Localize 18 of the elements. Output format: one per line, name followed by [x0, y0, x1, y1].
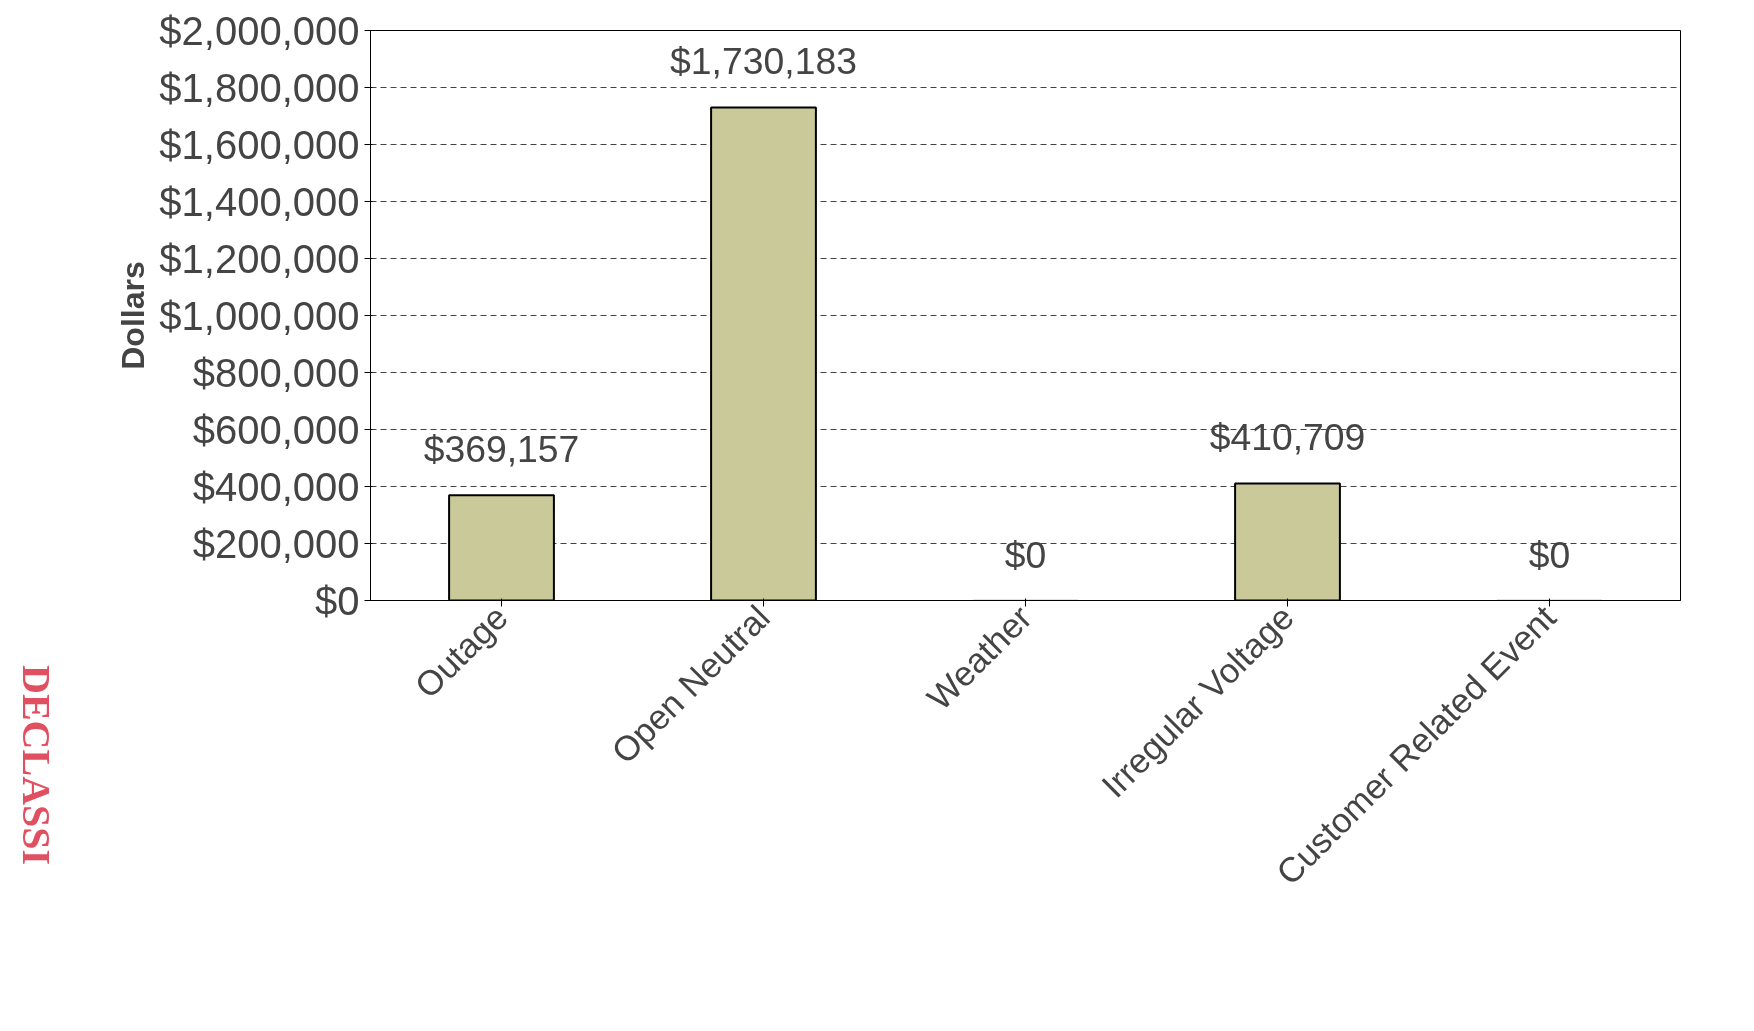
- data-label: $369,157: [423, 428, 580, 471]
- y-tick-label: $1,600,000: [159, 122, 360, 167]
- y-tick-label: $1,400,000: [159, 179, 360, 224]
- y-tick-label: $200,000: [192, 521, 360, 566]
- y-tick-label: $2,000,000: [159, 8, 360, 53]
- data-label: $410,709: [1209, 416, 1366, 459]
- data-label: $0: [1004, 533, 1047, 576]
- y-tick-label: $1,800,000: [159, 65, 360, 110]
- y-tick-label: $800,000: [192, 350, 360, 395]
- y-tick-label: $1,200,000: [159, 236, 360, 281]
- y-tick-label: $400,000: [192, 464, 360, 509]
- y-tick-label: $600,000: [192, 407, 360, 452]
- data-label: $1,730,183: [670, 40, 857, 83]
- y-tick-label: $1,000,000: [159, 293, 360, 338]
- y-tick-label: $0: [315, 578, 360, 623]
- data-label: $0: [1528, 533, 1571, 576]
- y-axis-title: Dollars: [115, 261, 152, 370]
- text: DECLASSI: [13, 665, 60, 866]
